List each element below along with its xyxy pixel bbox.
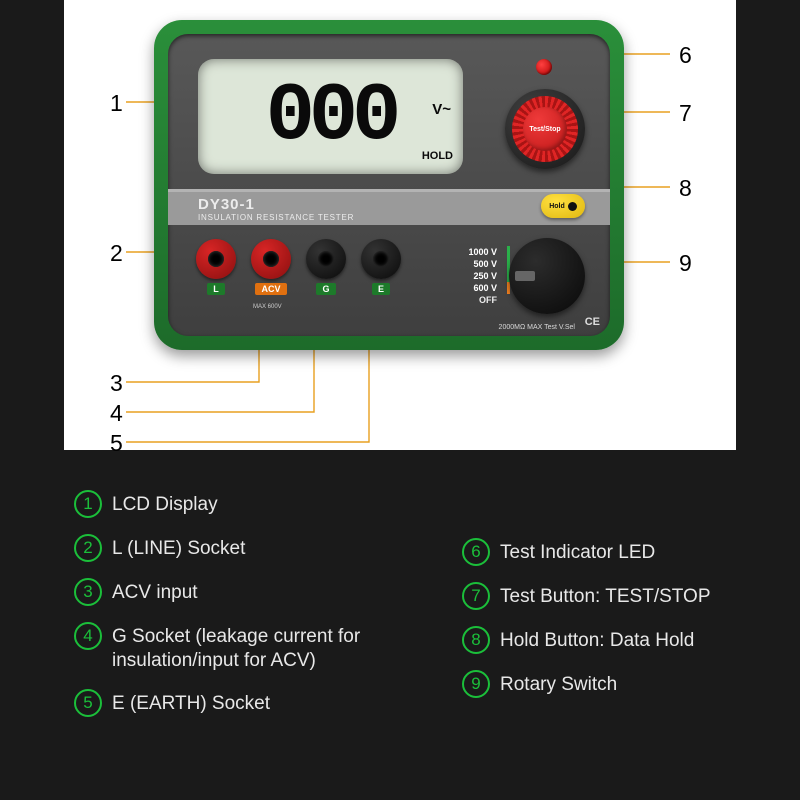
rotary-scale: 1000 V 500 V 250 V 600 V OFF [430,246,510,306]
legend-item-7: 7 Test Button: TEST/STOP [462,582,711,610]
callout-2: 2 [110,240,123,267]
ce-mark: CE [585,316,600,328]
socket-row: L ACV G E [193,239,404,295]
socket-acv[interactable]: ACV [248,239,294,295]
socket-g[interactable]: G [303,239,349,295]
lcd-unit: V~ [432,101,451,118]
legend-item-6: 6 Test Indicator LED [462,538,711,566]
diagram-area: 000 V~ HOLD Test/Stop DY30-1 INSULATION … [64,0,736,450]
lcd-digits: 000 [266,76,396,158]
test-indicator-led [536,59,552,75]
socket-l[interactable]: L [193,239,239,295]
rotary-subtitle: 2000MΩ MAX Test V.Sel [499,324,575,331]
test-stop-button[interactable]: Test/Stop [505,89,585,169]
callout-4: 4 [110,400,123,427]
rotary-switch[interactable] [509,238,585,314]
max-voltage-label: MAX 600V [253,304,282,310]
legend-item-9: 9 Rotary Switch [462,670,711,698]
callout-6: 6 [679,42,692,69]
callout-9: 9 [679,250,692,277]
legend-item-5: 5 E (EARTH) Socket [74,689,412,717]
callout-3: 3 [110,370,123,397]
callout-5: 5 [110,430,123,457]
legend-item-2: 2 L (LINE) Socket [74,534,412,562]
legend-item-8: 8 Hold Button: Data Hold [462,626,711,654]
hold-button-dot [568,202,577,211]
lcd-display: 000 V~ HOLD [198,59,463,174]
socket-e[interactable]: E [358,239,404,295]
test-button-label: Test/Stop [523,107,567,151]
device-body: 000 V~ HOLD Test/Stop DY30-1 INSULATION … [154,20,624,350]
legend-item-3: 3 ACV input [74,578,412,606]
hold-button-label: Hold [549,203,565,210]
callout-7: 7 [679,100,692,127]
lcd-hold-indicator: HOLD [422,150,453,162]
legend-item-4: 4 G Socket (leakage current for insulati… [74,622,412,673]
legend-item-1: 1 LCD Display [74,490,412,518]
callout-1: 1 [110,90,123,117]
callout-8: 8 [679,175,692,202]
legend-right-column: 6 Test Indicator LED 7 Test Button: TEST… [462,490,711,717]
legend: 1 LCD Display 2 L (LINE) Socket 3 ACV in… [74,490,750,717]
legend-left-column: 1 LCD Display 2 L (LINE) Socket 3 ACV in… [74,490,412,717]
hold-button[interactable]: Hold [541,194,585,218]
device-face: 000 V~ HOLD Test/Stop DY30-1 INSULATION … [168,34,610,336]
